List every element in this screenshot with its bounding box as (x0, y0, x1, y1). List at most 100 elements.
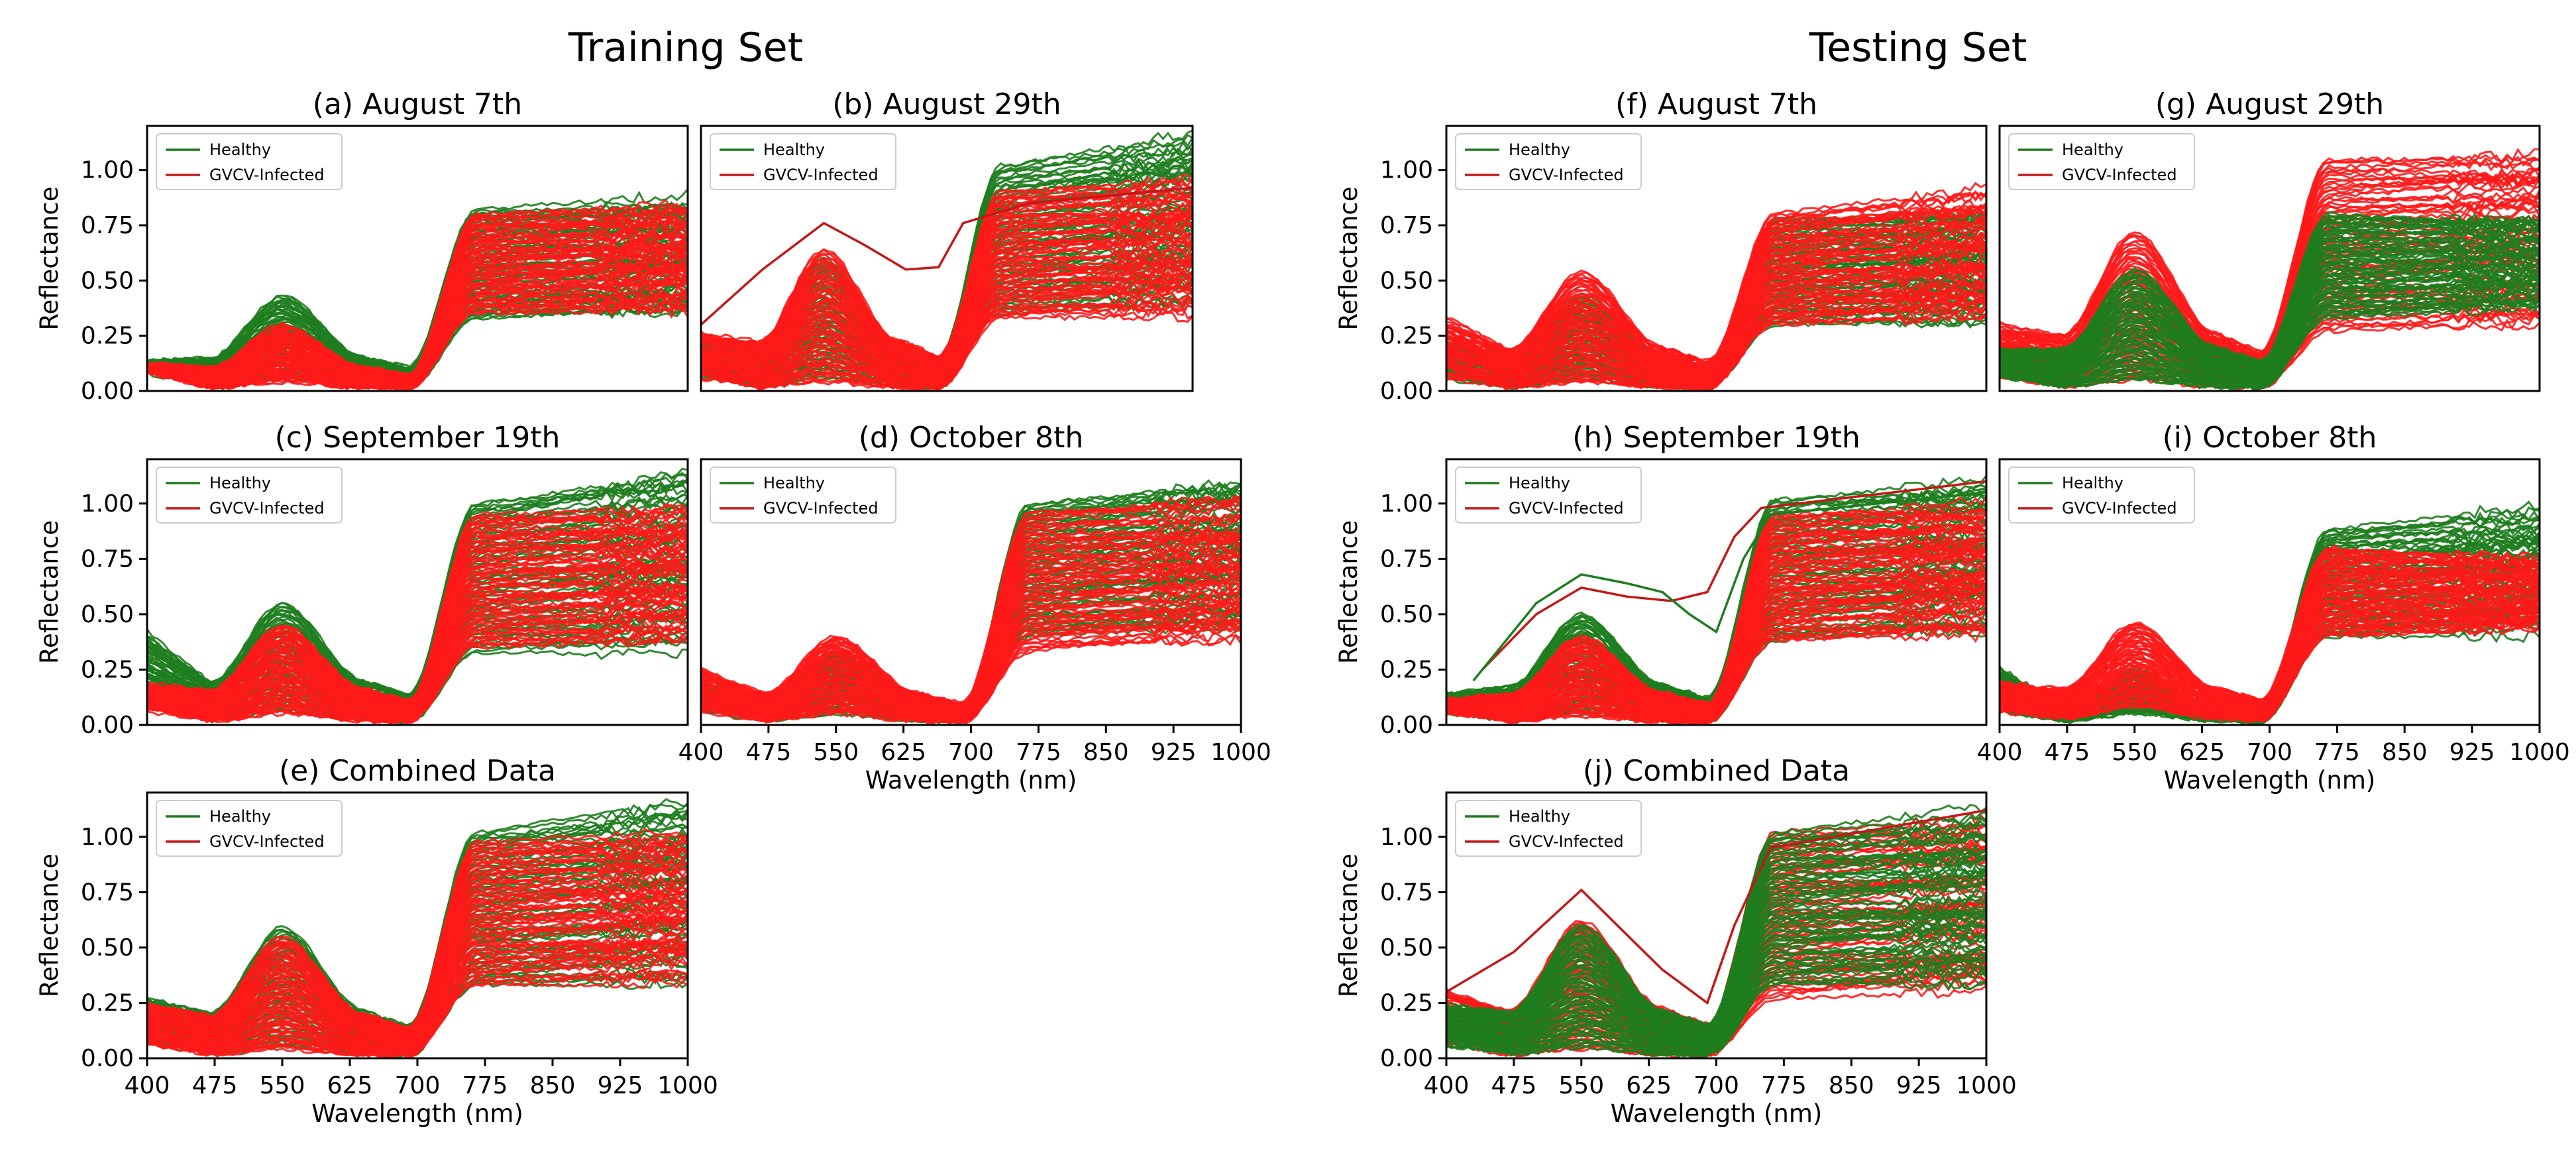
series-line-f-1-69 (1446, 182, 1986, 361)
training-set-title: Training Set (568, 25, 803, 71)
x-tick-label-i-4: 700 (2247, 739, 2292, 766)
series-line-c-1-69 (147, 503, 688, 702)
legend-box-j (1455, 800, 1642, 857)
series-line-g-0-68 (2000, 158, 2540, 355)
y-tick-label-j-0: 0.00 (1380, 1045, 1433, 1072)
x-axis-label-j: Wavelength (nm) (1611, 1099, 1823, 1128)
series-line-j-1-3 (1446, 969, 1986, 1057)
legend-j: Healthy GVCV-Infected (1455, 800, 1642, 857)
testing-set-title: Testing Set (1809, 25, 2027, 71)
panel-title-j: (j) Combined Data (1583, 754, 1850, 788)
x-tick-label-d-2: 550 (813, 739, 859, 766)
legend-label-g-1: GVCV-Infected (2062, 166, 2177, 184)
x-tick-label-i-6: 850 (2382, 739, 2428, 766)
series-line-c-0-69 (147, 477, 688, 697)
x-tick-label-e-1: 475 (192, 1072, 238, 1099)
series-group-g (2000, 148, 2540, 391)
x-tick-label-i-0: 400 (1977, 739, 2023, 766)
x-tick-label-i-2: 550 (2112, 739, 2157, 766)
panel-title-b: (b) August 29th (832, 87, 1061, 121)
series-line-g-1-69 (2000, 211, 2540, 362)
series-group-i (2000, 500, 2540, 725)
series-line-j-outlier-2 (1446, 808, 1986, 1005)
legend-box-h (1455, 467, 1642, 523)
x-axis-label-i: Wavelength (nm) (2164, 766, 2376, 795)
y-tick-label-e-1: 0.25 (81, 989, 134, 1017)
series-line-c-1-13 (147, 611, 688, 721)
series-line-d-1-55 (701, 529, 1241, 710)
y-tick-label-c-1: 0.25 (81, 656, 134, 683)
x-tick-label-d-3: 625 (881, 739, 926, 766)
plot-frame-f (1445, 125, 1988, 392)
series-line-h-0-69 (1446, 488, 1986, 699)
panel-title-c: (c) September 19th (275, 421, 561, 455)
legend-e: Healthy GVCV-Infected (156, 800, 343, 857)
y-tick-label-e-4: 1.00 (81, 824, 134, 851)
x-tick-label-d-8: 1000 (1210, 739, 1271, 766)
legend-label-j-0: Healthy (1509, 807, 1570, 826)
legend-label-i-0: Healthy (2062, 474, 2123, 492)
x-tick-label-e-8: 1000 (657, 1072, 718, 1099)
series-line-b-1-69 (701, 174, 1193, 358)
series-line-g-1-45 (2000, 245, 2540, 372)
legend-box-c (156, 467, 343, 523)
x-tick-label-d-7: 925 (1151, 739, 1197, 766)
x-tick-label-e-5: 775 (462, 1072, 508, 1099)
legend-box-a (156, 133, 343, 190)
y-tick-label-h-3: 0.75 (1380, 545, 1433, 573)
y-tick-label-f-3: 0.75 (1380, 212, 1433, 239)
legend-label-c-1: GVCV-Infected (209, 499, 325, 518)
series-line-e-1-16 (147, 940, 688, 1052)
y-tick-label-e-2: 0.50 (81, 934, 134, 962)
panel-d: (d) October 8th 400 475 550 625 700 775 850 925 1… (678, 421, 1271, 795)
y-tick-label-a-4: 1.00 (81, 157, 134, 184)
legend-a: Healthy GVCV-Infected (156, 133, 343, 190)
legend-label-f-0: Healthy (1509, 140, 1570, 159)
x-tick-label-j-7: 925 (1896, 1072, 1942, 1099)
x-tick-label-i-3: 625 (2179, 739, 2225, 766)
legend-label-j-1: GVCV-Infected (1509, 832, 1624, 851)
series-line-c-1-4 (147, 632, 688, 724)
legend-label-f-1: GVCV-Infected (1509, 166, 1624, 184)
series-line-j-1-22 (1446, 932, 1986, 1048)
panel-title-d: (d) October 8th (859, 421, 1083, 455)
y-tick-label-f-4: 1.00 (1380, 157, 1433, 184)
plot-frame-h (1445, 458, 1988, 726)
x-tick-label-j-6: 850 (1829, 1072, 1874, 1099)
legend-d: Healthy GVCV-Infected (710, 467, 896, 523)
y-tick-label-a-1: 0.25 (81, 323, 134, 350)
x-tick-label-e-0: 400 (125, 1072, 170, 1099)
panel-title-e: (e) Combined Data (279, 754, 556, 788)
series-line-b-1-14 (701, 285, 1193, 385)
series-line-h-outlier-2 (1481, 480, 1986, 671)
panel-a: (a) August 7th 0.00 0.25 0.50 0.75 1.00 Reflec… (35, 87, 689, 405)
series-line-g-1-11 (2000, 290, 2540, 386)
y-axis-label-f: Reflectance (1334, 187, 1363, 331)
y-tick-label-h-2: 0.50 (1380, 601, 1433, 628)
legend-g: Healthy GVCV-Infected (2008, 133, 2195, 190)
legend-f: Healthy GVCV-Infected (1455, 133, 1642, 190)
x-tick-label-d-5: 775 (1016, 739, 1061, 766)
series-group-c (147, 467, 688, 725)
series-group-a (147, 188, 688, 391)
series-group-h (1446, 474, 1986, 725)
legend-box-b (710, 133, 896, 190)
legend-label-e-0: Healthy (209, 807, 271, 826)
series-line-c-1-50 (147, 536, 688, 706)
legend-label-a-0: Healthy (209, 140, 271, 159)
series-line-i-1-69 (2000, 545, 2540, 702)
y-tick-label-f-2: 0.50 (1380, 267, 1433, 294)
x-tick-label-j-1: 475 (1491, 1072, 1537, 1099)
series-line-g-0-69 (2000, 154, 2540, 353)
x-tick-label-j-8: 1000 (1956, 1072, 2017, 1099)
series-line-b-1-18 (701, 270, 1193, 382)
series-line-a-1-69 (147, 203, 688, 376)
series-line-b-1-50 (701, 212, 1193, 366)
series-line-h-1-6 (1446, 606, 1986, 724)
x-tick-label-j-3: 625 (1626, 1072, 1672, 1099)
series-group-e (147, 798, 688, 1058)
x-tick-label-e-7: 925 (598, 1072, 643, 1099)
x-tick-label-i-1: 475 (2045, 739, 2090, 766)
series-line-e-1-69 (147, 828, 688, 1030)
y-axis-label-a: Reflectance (35, 187, 64, 331)
